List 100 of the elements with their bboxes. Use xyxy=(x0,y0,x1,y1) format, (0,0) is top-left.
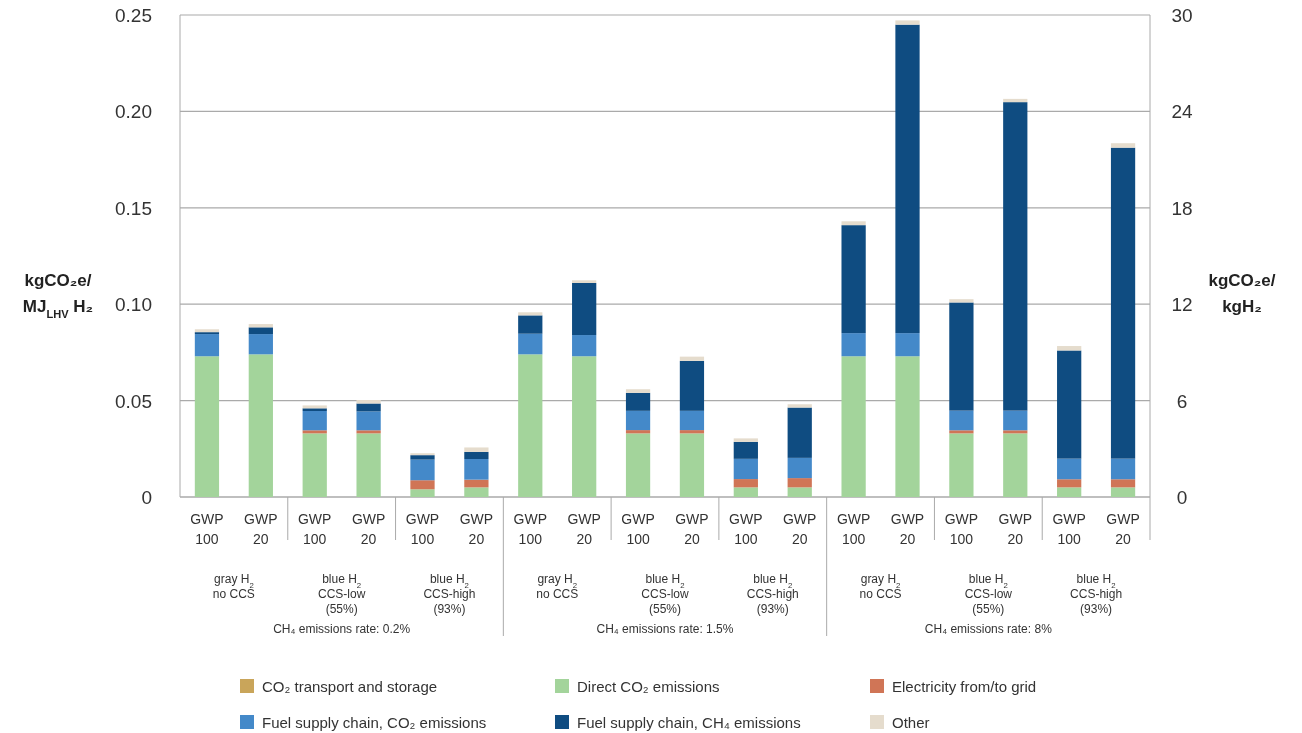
bar xyxy=(248,324,273,328)
x-tick-label: GWP 20 xyxy=(567,511,601,547)
bar xyxy=(464,487,489,497)
bar xyxy=(1003,102,1028,411)
x-tick-label: GWP 20 xyxy=(998,511,1032,547)
x-tick-label: GWP 100 xyxy=(836,511,871,547)
x-tick-label: GWP 100 xyxy=(621,511,655,547)
x-tick-label: GWP 20 xyxy=(351,511,386,547)
y-tick-label: 0.05 xyxy=(115,390,152,412)
bar xyxy=(949,302,974,411)
x-tick-label: GWP 20 xyxy=(675,511,709,547)
bar xyxy=(787,487,812,497)
bar xyxy=(895,20,920,25)
bar xyxy=(194,356,220,497)
bar xyxy=(572,356,597,497)
text: gray H$_{2}$ no CCS xyxy=(212,572,255,601)
bar xyxy=(1057,350,1082,459)
bar xyxy=(194,334,220,357)
text: blue H$_{2}$ CCS-low (55%) xyxy=(317,572,366,616)
bar xyxy=(841,333,866,357)
x-tick-label: GWP 20 xyxy=(783,511,817,547)
x-tick-label: GWP 100 xyxy=(405,511,440,547)
text: blue H$_{2}$ CCS-high (93%) xyxy=(423,572,476,616)
bar xyxy=(572,280,597,283)
bar xyxy=(518,354,543,497)
legend-label: Fuel supply chain, CO₂ emissions xyxy=(262,714,487,731)
bar xyxy=(841,356,866,497)
bar xyxy=(410,489,435,497)
legend-label: CO₂ transport and storage xyxy=(262,678,438,695)
bar xyxy=(410,480,435,490)
bar xyxy=(679,410,705,431)
bar xyxy=(356,430,381,434)
bar xyxy=(625,392,651,411)
x-tick-label: GWP 20 xyxy=(890,511,925,547)
legend-label: Other xyxy=(892,714,930,731)
bar xyxy=(679,356,705,361)
y-tick-label: 0.20 xyxy=(115,101,152,123)
text: blue H$_{2}$ CCS-high (93%) xyxy=(746,572,799,616)
bar xyxy=(1110,479,1136,488)
x-tick-label: GWP 100 xyxy=(1052,511,1086,547)
y-tick-label: 0.10 xyxy=(115,294,152,316)
bar xyxy=(1057,479,1082,488)
bar xyxy=(679,360,705,411)
x-tick-label: GWP 100 xyxy=(513,511,547,547)
bar xyxy=(1057,458,1082,480)
y-axis-title: kgCO₂e/ MJ$_{LHV}$ H₂ xyxy=(22,271,94,320)
bar xyxy=(1110,487,1136,497)
y2-tick-label: 0 xyxy=(1176,487,1188,508)
y2-tick-label: 24 xyxy=(1171,101,1193,123)
text: blue H$_{2}$ CCS-low (55%) xyxy=(641,572,689,616)
bar xyxy=(464,451,489,460)
bar xyxy=(410,459,435,481)
bar xyxy=(518,312,543,316)
bar xyxy=(895,24,920,334)
bar xyxy=(356,411,381,431)
bar xyxy=(787,404,812,408)
bar xyxy=(679,433,705,497)
bar xyxy=(949,299,974,303)
bar xyxy=(787,457,812,479)
bar xyxy=(679,430,705,434)
y2-tick-label: 6 xyxy=(1176,390,1188,412)
x-tick-label: GWP 100 xyxy=(298,511,332,547)
bar xyxy=(949,430,974,434)
x-tick-label: GWP 20 xyxy=(244,511,278,547)
bar xyxy=(625,430,651,434)
bar xyxy=(949,433,974,497)
bar xyxy=(518,333,543,355)
bar xyxy=(464,479,489,488)
bar xyxy=(248,334,273,355)
bar xyxy=(302,430,327,434)
bar xyxy=(302,411,327,431)
legend-label: Electricity from/to grid xyxy=(892,678,1037,695)
x-tick-label: GWP 20 xyxy=(459,511,494,547)
bar xyxy=(841,225,866,334)
text: gray H$_{2}$ no CCS xyxy=(536,572,579,601)
bar xyxy=(248,354,273,497)
text: blue H$_{2}$ CCS-high (93%) xyxy=(1070,572,1123,616)
bar xyxy=(1003,98,1028,103)
bar xyxy=(1003,430,1028,434)
y-tick-label: 0.15 xyxy=(115,197,152,219)
y-tick-label: 0 xyxy=(141,487,152,508)
bar xyxy=(895,356,920,497)
text: CH₄ emissions rate: 1.5% xyxy=(596,622,734,636)
y2-tick-label: 12 xyxy=(1171,294,1193,316)
bar xyxy=(949,410,974,431)
bar xyxy=(518,315,543,334)
y2-tick-label: 30 xyxy=(1171,5,1193,26)
bar xyxy=(1110,143,1136,148)
bar xyxy=(841,221,866,226)
bar xyxy=(302,433,327,497)
bar xyxy=(733,487,758,497)
bar xyxy=(464,447,489,452)
bar xyxy=(1003,410,1028,431)
legend-label: Direct CO₂ emissions xyxy=(577,678,720,695)
bar xyxy=(1057,487,1082,497)
bar xyxy=(625,410,651,431)
y2-axis-title: kgCO₂e/ kgH₂ xyxy=(1208,271,1276,316)
text: gray H$_{2}$ no CCS xyxy=(859,572,902,601)
bar xyxy=(787,478,812,488)
text: CH₄ emissions rate: 0.2% xyxy=(273,622,411,636)
